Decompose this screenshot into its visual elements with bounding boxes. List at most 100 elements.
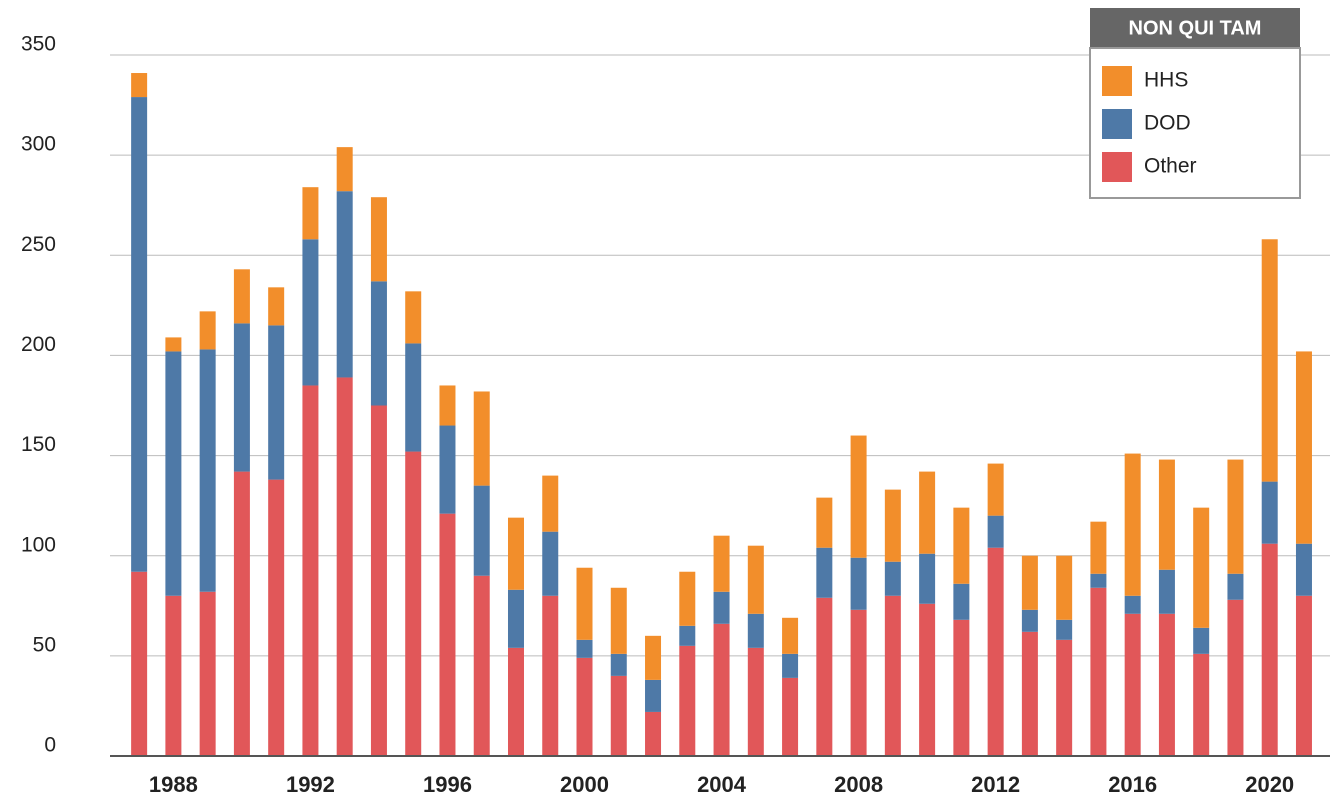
bar-segment [679,571,696,626]
bar-segment [268,479,285,756]
bar-segment [816,547,833,598]
y-tick-label: 200 [21,333,56,356]
bar-segment [919,471,936,554]
x-tick-label: 1988 [149,772,198,797]
bar-segment [1021,609,1038,632]
y-tick-label: 150 [21,433,56,456]
bar-segment [1021,555,1038,610]
x-tick-label: 2004 [697,772,747,797]
legend-swatch [1102,66,1132,96]
bar-segment [165,351,182,596]
bar-segment [782,677,799,756]
bar-segment [473,575,490,756]
bar-segment [370,281,387,406]
bar-segment [679,645,696,756]
bar-segment [953,583,970,620]
bar-segment [439,425,456,514]
x-tick-label: 2012 [971,772,1020,797]
bar-segment [1056,619,1073,640]
bar-segment [645,679,662,712]
bar-segment [405,291,422,344]
bar-segment [542,595,559,756]
bar-segment [1056,555,1073,620]
bar-segment [987,547,1004,756]
bar-segment [713,535,730,592]
bar-segment [1295,351,1312,544]
bar-segment [439,513,456,756]
x-tick-label: 1992 [286,772,335,797]
bar-segment [884,489,901,562]
bar-segment [268,287,285,326]
bar-segment [953,507,970,584]
bar-segment [302,187,319,240]
bar-segment [1261,543,1278,756]
bar-segment [1227,459,1244,574]
bar-segment [302,385,319,756]
bar-segment [131,73,148,98]
bar-segment [576,657,593,756]
bar-segment [199,349,216,592]
bar-segment [953,619,970,756]
legend-title: NON QUI TAM [1129,17,1262,39]
bar-segment [1124,595,1141,614]
bar-segment [233,471,250,756]
bar-segment [713,591,730,624]
bar-segment [816,597,833,756]
bar-segment [233,269,250,324]
bar-segment [850,557,867,610]
bar-segment [1261,481,1278,544]
bar-segment [610,675,627,756]
bar-segment [165,595,182,756]
bar-segment [233,323,250,472]
bar-segment [336,147,353,192]
bar-segment [987,515,1004,548]
bar-segment [199,311,216,350]
bar-segment [507,647,524,756]
bar-segment [816,497,833,548]
bar-segment [1193,653,1210,756]
bar-segment [884,595,901,756]
y-tick-label: 250 [21,233,56,256]
bar-segment [747,545,764,614]
bar-segment [1090,573,1107,588]
bar-segment [405,451,422,756]
bar-segment [542,531,559,596]
bar-segment [1090,587,1107,756]
bar-segment [919,553,936,604]
bar-segment [1295,595,1312,756]
bar-segment [576,567,593,640]
bar-segment [645,711,662,756]
bar-segment [473,485,490,576]
x-tick-label: 2020 [1245,772,1294,797]
bar-segment [336,191,353,378]
bar-segment [747,647,764,756]
y-tick-label: 300 [21,133,56,156]
bar-segment [987,463,1004,516]
bar-segment [439,385,456,426]
bar-segment [1227,599,1244,756]
legend-label: HHS [1144,69,1188,92]
bar-segment [1227,573,1244,600]
bar-segment [610,587,627,654]
bar-segment [576,639,593,658]
bar-segment [507,589,524,648]
bar-segment [679,625,696,646]
bar-segment [1090,521,1107,574]
bar-segment [1124,453,1141,596]
bar-segment [610,653,627,676]
legend-title-box [1090,8,1300,48]
x-tick-label: 2008 [834,772,883,797]
bar-segment [1158,569,1175,614]
legend-label: DOD [1144,112,1191,135]
legend-swatch [1102,152,1132,182]
bar-segment [782,617,799,654]
x-tick-label: 2016 [1108,772,1157,797]
legend-swatch [1102,109,1132,139]
bar-segment [782,653,799,678]
bar-segment [1295,543,1312,596]
bar-segment [1193,627,1210,654]
bar-segment [1021,631,1038,756]
bar-segment [542,475,559,532]
bar-segment [1193,507,1210,628]
